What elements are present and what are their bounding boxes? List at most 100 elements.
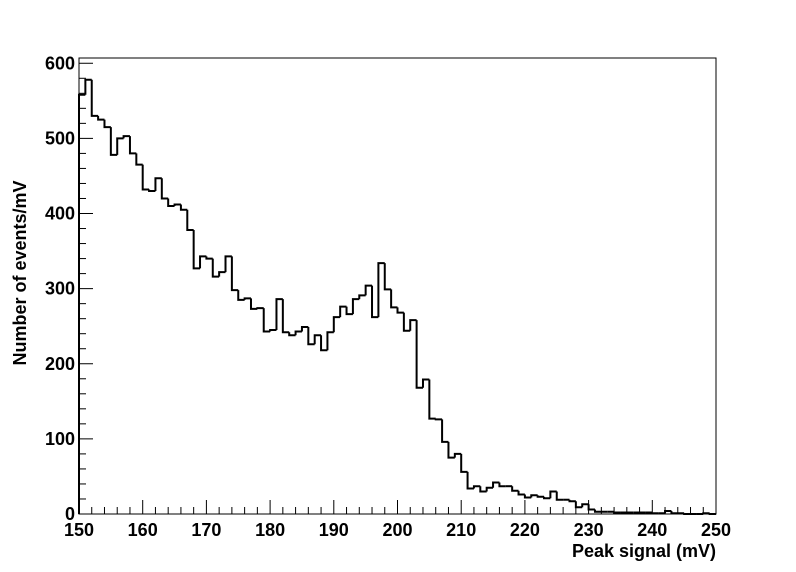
x-tick-label: 200 <box>382 520 412 540</box>
histogram-bin <box>702 512 710 515</box>
x-tick-label: 170 <box>191 520 221 540</box>
histogram-bin <box>434 418 443 421</box>
histogram-bin <box>294 330 302 336</box>
histogram-bin <box>90 79 99 117</box>
histogram-bin <box>581 503 589 508</box>
histogram-bin <box>173 203 181 206</box>
x-tick-label: 150 <box>64 520 94 540</box>
histogram-bin <box>498 482 506 488</box>
x-tick-label: 210 <box>446 520 476 540</box>
histogram-bin <box>141 164 150 191</box>
x-tick-label: 160 <box>128 520 158 540</box>
histogram-bin <box>568 499 576 503</box>
histogram-bin <box>441 419 449 443</box>
histogram-bin <box>466 471 474 490</box>
histogram-bin <box>574 501 583 509</box>
y-tick-label: 0 <box>65 504 75 524</box>
histogram-bin <box>256 307 264 310</box>
y-tick-label: 100 <box>45 429 75 449</box>
plot-frame <box>78 57 717 515</box>
histogram-bin <box>160 178 169 200</box>
histogram-bin <box>275 298 283 330</box>
histogram-bin <box>332 316 341 333</box>
histogram-bin <box>479 486 487 493</box>
histogram-bin <box>224 255 232 273</box>
histogram-bin <box>613 511 621 514</box>
histogram-bin <box>345 306 353 316</box>
histogram-bin <box>587 504 595 511</box>
histogram-bin <box>269 328 277 332</box>
histogram-bin <box>453 452 462 458</box>
histogram-bin <box>517 490 525 496</box>
histogram-bin <box>530 494 538 498</box>
histogram-bin <box>122 135 130 139</box>
histogram-bin <box>593 509 602 513</box>
histogram-bin <box>460 453 468 473</box>
histogram-bin <box>428 379 436 420</box>
x-tick-label: 220 <box>510 520 540 540</box>
histogram-bin <box>320 335 328 352</box>
histogram-bin <box>199 255 207 269</box>
histogram-bin <box>377 262 385 318</box>
histogram-bin <box>402 312 411 332</box>
histogram-bin <box>262 308 271 333</box>
x-tick-label: 230 <box>574 520 604 540</box>
histogram-bin <box>103 119 111 129</box>
histogram-bin <box>243 297 251 300</box>
histogram-bin <box>492 481 500 488</box>
histogram-bin <box>485 486 494 492</box>
histogram-bin <box>218 271 226 277</box>
histogram-bin <box>148 189 156 192</box>
x-tick-label: 180 <box>255 520 285 540</box>
histogram-bin <box>205 256 213 260</box>
histogram-bin <box>670 510 678 515</box>
y-tick-label: 200 <box>45 354 75 374</box>
histogram-bin <box>415 320 423 389</box>
histogram-bin <box>383 263 392 291</box>
histogram-bin <box>371 285 379 319</box>
histogram-bin <box>313 334 322 345</box>
histogram-bin <box>78 93 86 514</box>
histogram-bin <box>536 495 545 498</box>
histogram-bin <box>409 319 417 331</box>
histogram-bin <box>543 496 551 500</box>
histogram-bin <box>523 494 532 499</box>
histogram-bin <box>351 298 360 315</box>
histogram-bin <box>97 115 105 121</box>
histogram-bin <box>135 153 143 166</box>
histogram-bin <box>288 332 296 337</box>
y-tick-label: 400 <box>45 204 75 224</box>
histogram-bin <box>708 513 716 515</box>
histogram-bin <box>307 326 315 346</box>
histogram-bin <box>472 485 481 489</box>
histogram-bin <box>128 136 137 155</box>
x-axis-label: Peak signal (mV) <box>572 541 716 561</box>
histogram-bin <box>683 513 691 515</box>
histogram-bin <box>84 78 92 95</box>
histogram-bin <box>211 258 220 278</box>
histogram-bin <box>237 290 245 301</box>
histogram-bin <box>192 230 201 270</box>
y-tick-label: 300 <box>45 279 75 299</box>
histogram-bin <box>364 284 373 296</box>
histogram-bin <box>339 305 347 318</box>
x-tick-label: 240 <box>637 520 667 540</box>
histogram-bin <box>447 441 455 459</box>
histogram-bin <box>358 294 366 300</box>
histogram-bin <box>651 512 659 515</box>
histogram-bin <box>167 198 175 207</box>
y-axis-label: Number of events/mV <box>10 180 30 365</box>
histogram-bin <box>511 486 519 492</box>
histogram-bin <box>116 137 124 155</box>
y-tick-label: 500 <box>45 128 75 148</box>
histogram-bin <box>555 491 564 501</box>
histogram-bin <box>300 325 309 332</box>
histogram-bin <box>186 209 194 232</box>
histogram-bin <box>230 256 239 292</box>
y-tick-label: 600 <box>45 53 75 73</box>
histogram-bin <box>549 490 557 499</box>
histogram-bin <box>396 307 404 314</box>
x-tick-label: 190 <box>319 520 349 540</box>
histogram-bin <box>249 298 258 310</box>
